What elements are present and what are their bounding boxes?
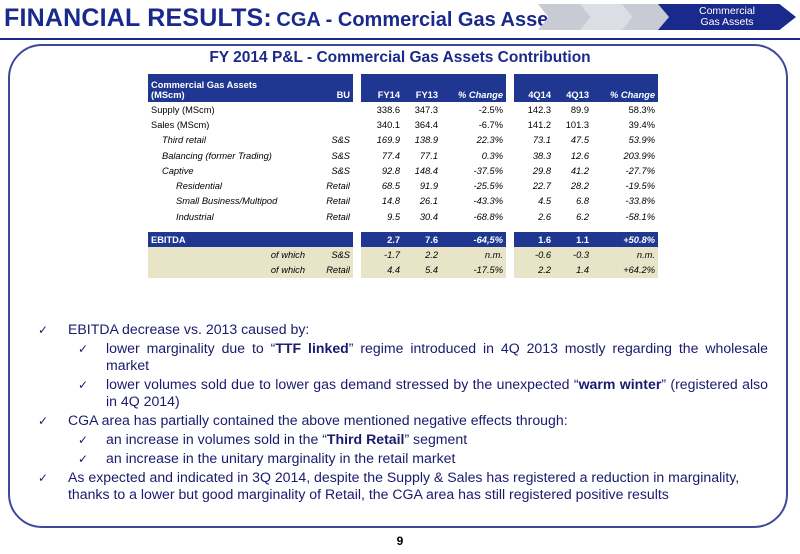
checkmark-icon: ✓ [78,378,89,392]
checkmark-icon: ✓ [78,452,89,466]
header-pct2: % Change [592,74,658,102]
header-bu: BU [308,74,353,102]
content-panel [8,44,788,528]
header-fy13: FY13 [403,74,441,102]
table-row: Residential Retail 68.5 91.9 -25.5% 22.7… [176,181,655,192]
table-row: Industrial Retail 9.5 30.4 -68.8% 2.6 6.… [176,211,655,222]
bullet-1a: ✓ lower marginality due to “TTF linked” … [78,340,769,373]
header-pct1: % Change [441,74,506,102]
financial-table: Commercial Gas Assets (MScm) BU FY14 FY1… [148,74,658,278]
header-label: Commercial Gas Assets (MScm) [148,74,308,102]
table-row: Third retail S&S 169.9 138.9 22.3% 73.1 … [162,135,655,146]
nav-active-line2: Gas Assets [700,16,754,28]
section-nav: Commercial Gas Assets [538,4,798,30]
ebitda-sub-row: of which S&S -1.7 2.2 n.m. -0.6 -0.3 n.m… [148,247,658,263]
table-row: Captive S&S 92.8 148.4 -37.5% 29.8 41.2 … [162,165,655,176]
panel-title: FY 2014 P&L - Commercial Gas Assets Cont… [209,49,591,66]
header-4q13: 4Q13 [554,74,592,102]
table-row: Supply (MScm) 338.6 347.3 -2.5% 142.3 89… [151,104,655,115]
table-row: Small Business/Multipod Retail 14.8 26.1… [176,196,655,207]
bullet-3: ✓ As expected and indicated in 3Q 2014, … [38,469,740,502]
page-title-main: FINANCIAL RESULTS: [4,4,272,32]
checkmark-icon: ✓ [78,433,89,447]
table-row: Balancing (former Trading) S&S 77.4 77.1… [162,150,655,161]
header-fy14: FY14 [361,74,403,102]
page-number: 9 [396,534,404,548]
ebitda-sub-row: of which Retail 4.4 5.4 -17.5% 2.2 1.4 +… [148,262,658,278]
bullet-2: ✓ CGA area has partially contained the a… [38,412,568,428]
header-4q14: 4Q14 [514,74,554,102]
nav-chevron-active[interactable]: Commercial Gas Assets [658,4,796,30]
page-title-sub: CGA - Commercial Gas Assets [276,9,567,31]
bullet-1: ✓ EBITDA decrease vs. 2013 caused by: [38,321,310,337]
checkmark-icon: ✓ [38,414,49,428]
header-divider [0,38,800,40]
bullet-2b: ✓ an increase in the unitary marginality… [78,450,456,466]
bullet-1b: ✓ lower volumes sold due to lower gas de… [78,376,769,409]
nav-active-line1: Commercial [698,5,755,17]
table-header-row: Commercial Gas Assets (MScm) BU FY14 FY1… [148,74,658,102]
table-row: Sales (MScm) 340.1 364.4 -6.7% 141.2 101… [151,119,655,130]
checkmark-icon: ✓ [38,471,49,485]
checkmark-icon: ✓ [38,323,49,337]
checkmark-icon: ✓ [78,342,89,356]
header-label-line1: Commercial Gas Assets [151,80,258,90]
ebitda-row: EBITDA 2.7 7.6 -64,5% 1.6 1.1 +50.8% [148,232,658,248]
header-label-line2: (MScm) [151,90,185,100]
page-title: FINANCIAL RESULTS: CGA - Commercial Gas … [4,4,566,33]
commentary: ✓ EBITDA decrease vs. 2013 caused by: ✓ … [38,321,768,505]
bullet-2a: ✓ an increase in volumes sold in the “Th… [78,431,468,447]
